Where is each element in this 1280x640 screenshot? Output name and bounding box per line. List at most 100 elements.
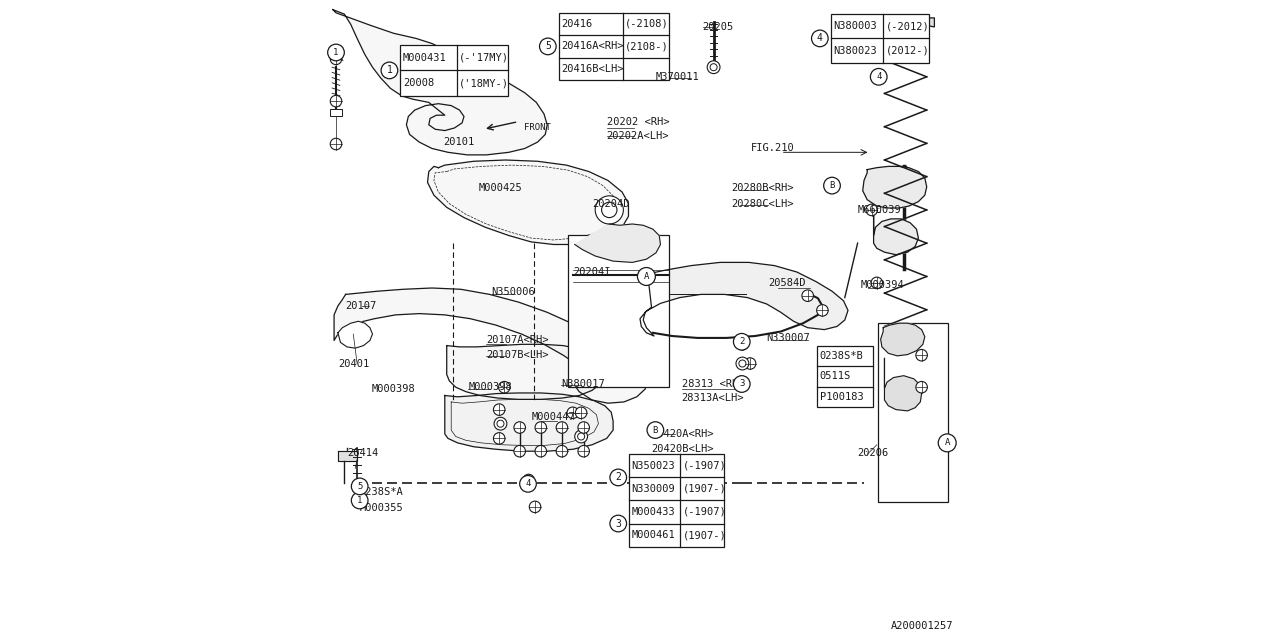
Circle shape [351,492,369,509]
Text: N350006: N350006 [492,287,535,297]
Text: 2: 2 [739,337,745,346]
Text: (2012-): (2012-) [886,45,929,56]
Circle shape [535,422,547,433]
Text: 4: 4 [876,72,882,81]
Text: 20416A<RH>: 20416A<RH> [561,42,623,51]
Text: B: B [653,426,658,435]
Circle shape [494,417,507,430]
Circle shape [938,434,956,452]
Text: 20584D: 20584D [768,278,805,288]
Circle shape [515,422,526,433]
Bar [630,454,724,547]
Polygon shape [874,208,919,255]
Text: (-1907): (-1907) [684,507,727,517]
Text: N380023: N380023 [833,45,877,56]
Text: (1907-): (1907-) [684,484,727,494]
Circle shape [646,422,664,438]
Circle shape [870,277,883,289]
Circle shape [737,378,749,390]
Text: N380017: N380017 [561,379,605,389]
Circle shape [916,349,927,361]
Text: 28313A<LH>: 28313A<LH> [681,393,744,403]
Text: M000425: M000425 [479,183,522,193]
Bar [330,109,343,116]
Text: 3: 3 [616,518,621,529]
Circle shape [708,61,719,74]
Bar [559,13,668,80]
Circle shape [530,501,540,513]
Text: 20280B<RH>: 20280B<RH> [731,183,794,193]
Text: FIG.210: FIG.210 [750,143,795,154]
Bar [831,14,929,63]
Text: 4: 4 [525,479,531,488]
Circle shape [801,290,814,301]
Text: P100183: P100183 [820,392,864,402]
Text: N330009: N330009 [632,484,676,494]
Circle shape [494,404,506,415]
Text: 20420A<RH>: 20420A<RH> [652,429,713,439]
Polygon shape [884,358,922,411]
Text: 20101: 20101 [443,137,474,147]
Circle shape [535,445,547,457]
Text: 20107A<RH>: 20107A<RH> [486,335,549,346]
Circle shape [381,62,398,79]
Text: 2: 2 [616,472,621,483]
Circle shape [557,422,568,433]
Circle shape [733,333,750,350]
Text: 20416B<LH>: 20416B<LH> [561,64,623,74]
Text: 20420B<LH>: 20420B<LH> [652,444,713,454]
Circle shape [520,476,536,492]
Text: 0238S*B: 0238S*B [820,351,864,361]
Text: M000398: M000398 [371,384,415,394]
Text: ('18MY-): ('18MY-) [460,78,509,88]
Circle shape [539,38,556,55]
Polygon shape [877,18,934,27]
Text: M000398: M000398 [468,382,512,392]
Circle shape [609,515,627,532]
Polygon shape [881,323,924,356]
Circle shape [515,445,526,457]
Circle shape [577,433,585,440]
Text: M660039: M660039 [858,205,901,215]
Circle shape [328,44,344,61]
Text: 20205: 20205 [703,22,733,32]
Circle shape [812,30,828,47]
Text: 20107: 20107 [346,301,376,311]
Text: M000355: M000355 [360,502,403,513]
Circle shape [637,268,655,285]
Circle shape [870,68,887,85]
Text: 20416: 20416 [561,19,593,29]
Text: M000394: M000394 [860,280,905,291]
Bar [818,346,873,407]
Circle shape [351,478,369,495]
Text: (-'17MY): (-'17MY) [460,52,509,63]
Circle shape [576,407,586,419]
Bar [878,323,948,502]
Text: 20414: 20414 [348,448,379,458]
Circle shape [575,430,588,443]
Bar [568,235,669,387]
Text: 28313 <RH>: 28313 <RH> [681,379,744,389]
Circle shape [567,407,579,419]
Text: 20204I: 20204I [573,267,611,277]
Text: A: A [945,438,950,447]
Circle shape [524,474,535,486]
Circle shape [330,53,342,65]
Polygon shape [338,321,372,348]
Text: 0238S*A: 0238S*A [360,486,403,497]
Text: 20107B<LH>: 20107B<LH> [486,350,549,360]
Polygon shape [575,224,660,262]
Text: (-2108): (-2108) [625,19,669,29]
Circle shape [498,381,509,393]
Text: 20206: 20206 [858,448,888,458]
Circle shape [494,433,506,444]
Bar [401,45,508,96]
Circle shape [737,339,749,350]
Polygon shape [447,344,604,399]
Text: FRONT: FRONT [524,124,550,132]
Text: A200001257: A200001257 [891,621,954,631]
Text: 20202A<LH>: 20202A<LH> [607,131,669,141]
Text: 20280C<LH>: 20280C<LH> [731,198,794,209]
Text: M000461: M000461 [632,530,676,540]
Circle shape [824,177,841,194]
